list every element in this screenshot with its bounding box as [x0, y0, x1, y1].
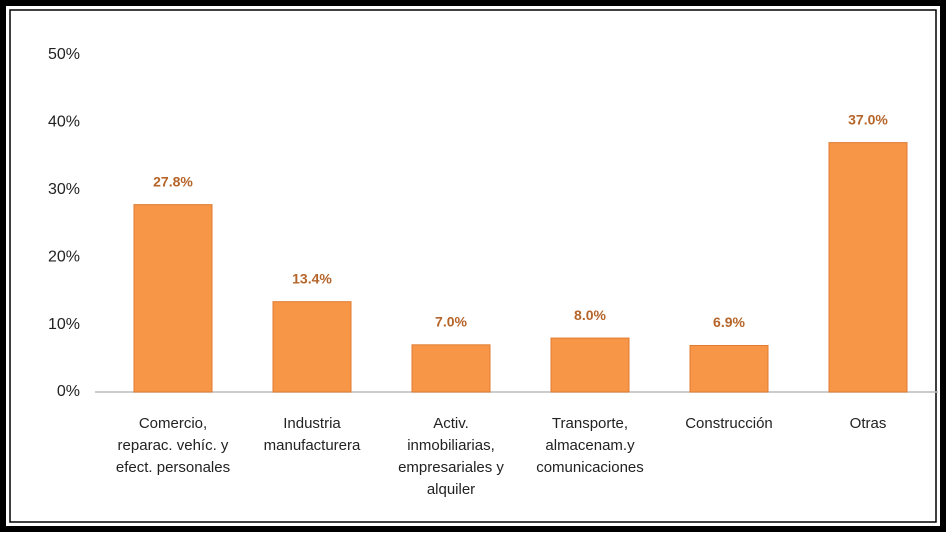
x-tick-label-line: inmobiliarias,	[407, 437, 495, 454]
x-tick-label-line: Otras	[850, 415, 887, 432]
value-label: 7.0%	[435, 314, 467, 330]
x-tick-label-line: efect. personales	[116, 459, 230, 476]
x-tick-label-line: Construcción	[685, 415, 773, 432]
x-tick-label-line: Activ.	[433, 415, 469, 432]
x-tick-label-line: empresariales y	[398, 459, 504, 476]
y-tick-label: 30%	[48, 181, 80, 198]
value-label: 27.8%	[153, 173, 193, 189]
y-tick-label: 20%	[48, 248, 80, 265]
x-tick-label: Transporte, almacenam.y comunicaciones	[536, 415, 644, 476]
bar	[689, 344, 769, 393]
x-tick-label-line: manufacturera	[264, 437, 361, 454]
x-tick-label-line: comunicaciones	[536, 459, 644, 476]
y-tick-label: 10%	[48, 316, 80, 333]
value-label: 37.0%	[848, 111, 888, 127]
x-tick-label: Otras	[850, 415, 887, 432]
x-tick-label-line: reparac. vehíc. y	[118, 437, 229, 454]
value-label: 8.0%	[574, 307, 606, 323]
x-tick-label-line: Industria	[283, 415, 341, 432]
x-tick-label: Industria manufacturera	[264, 415, 361, 454]
inner-frame	[9, 9, 937, 523]
x-tick-label-line: alquiler	[427, 481, 475, 498]
bar	[828, 142, 908, 393]
x-tick-label-line: Transporte,	[552, 415, 628, 432]
value-label: 13.4%	[292, 270, 332, 286]
value-label: 6.9%	[713, 314, 745, 330]
x-tick-label: Construcción	[685, 415, 773, 432]
x-tick-label: Activ. inmobiliarias, empresariales y alqui…	[398, 415, 504, 498]
bar	[272, 301, 352, 393]
x-tick-label-line: Comercio,	[139, 415, 207, 432]
bar	[411, 344, 491, 393]
x-tick-label-line: almacenam.y	[545, 437, 635, 454]
y-tick-label: 0%	[57, 383, 80, 400]
x-tick-label: Comercio, reparac. vehíc. y efect. persona…	[116, 415, 230, 476]
bar	[550, 337, 630, 393]
y-tick-label: 40%	[48, 114, 80, 131]
y-tick-label: 50%	[48, 46, 80, 63]
bar	[133, 204, 213, 393]
